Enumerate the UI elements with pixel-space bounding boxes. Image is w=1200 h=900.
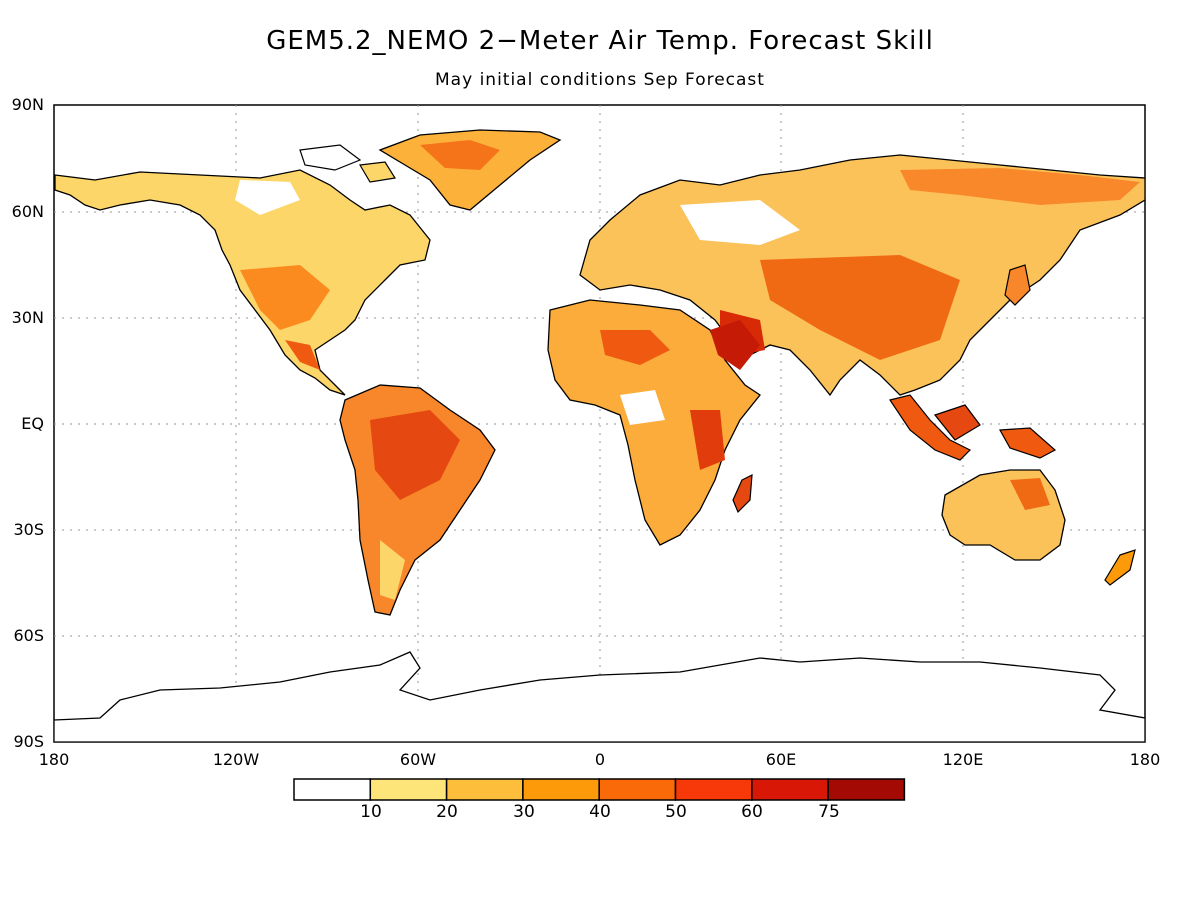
lat-label-90n: 90N bbox=[11, 95, 44, 114]
lat-label-eq: EQ bbox=[21, 414, 44, 433]
lat-label-90s: 90S bbox=[13, 732, 44, 751]
lon-label-60e: 60E bbox=[765, 750, 797, 769]
chart-title: GEM5.2_NEMO 2−Meter Air Temp. Forecast S… bbox=[266, 26, 934, 56]
africa bbox=[547, 299, 761, 546]
chart-subtitle: May initial conditions Sep Forecast bbox=[435, 70, 765, 90]
lat-label-60s: 60S bbox=[13, 626, 44, 645]
legend-label-20: 20 bbox=[436, 802, 458, 822]
legend-label-50: 50 bbox=[665, 802, 687, 822]
legend-swatch bbox=[598, 778, 677, 801]
japan bbox=[1004, 264, 1031, 306]
legend-colorbar bbox=[293, 778, 906, 801]
lon-label-60w: 60W bbox=[399, 750, 437, 769]
legend-swatch bbox=[751, 778, 829, 801]
southeast-asia bbox=[889, 394, 972, 461]
lon-label-180e: 180 bbox=[1129, 750, 1161, 769]
legend-swatch bbox=[522, 778, 600, 801]
lon-label-120w: 120W bbox=[212, 750, 260, 769]
land-masses bbox=[54, 129, 1145, 742]
legend-label-75: 75 bbox=[818, 802, 840, 822]
legend-swatch bbox=[674, 778, 753, 801]
legend-label-40: 40 bbox=[589, 802, 611, 822]
north-america bbox=[54, 169, 431, 396]
antarctica bbox=[54, 651, 1145, 742]
lon-label-180w: 180 bbox=[38, 750, 70, 769]
lon-label-120e: 120E bbox=[942, 750, 984, 769]
lon-label-0: 0 bbox=[594, 750, 606, 769]
legend-label-30: 30 bbox=[513, 802, 535, 822]
lat-label-30n: 30N bbox=[11, 308, 44, 327]
new-zealand bbox=[1104, 549, 1136, 586]
new-guinea bbox=[999, 427, 1057, 459]
legend-label-60: 60 bbox=[741, 802, 763, 822]
madagascar bbox=[732, 473, 753, 514]
legend-swatch bbox=[369, 778, 448, 801]
legend-label-10: 10 bbox=[360, 802, 382, 822]
north-america-hotspots bbox=[240, 265, 330, 330]
lat-label-30s: 30S bbox=[13, 520, 44, 539]
lat-label-60n: 60N bbox=[11, 202, 44, 221]
greenland bbox=[378, 129, 562, 211]
legend-swatch bbox=[445, 778, 524, 801]
legend-swatch bbox=[827, 778, 906, 801]
legend-swatch bbox=[293, 778, 372, 801]
